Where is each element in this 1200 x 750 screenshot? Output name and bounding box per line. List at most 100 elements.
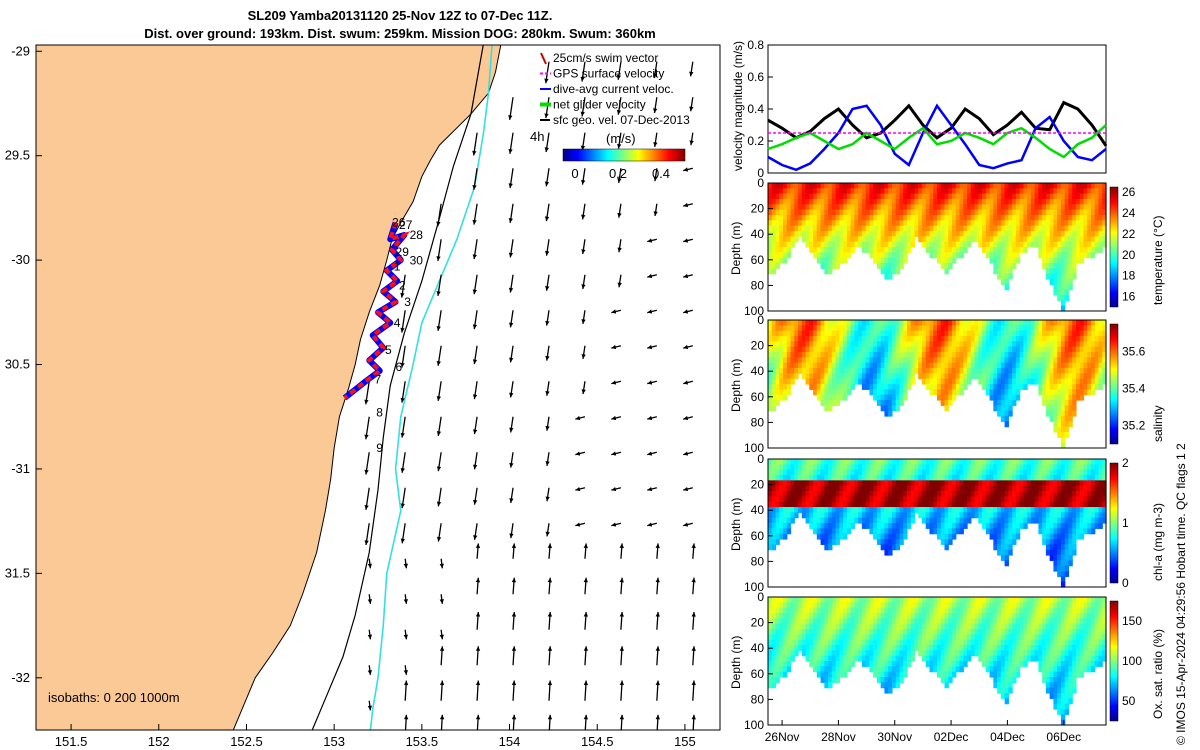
heatmap-cell bbox=[899, 496, 904, 503]
heatmap-cell bbox=[839, 639, 844, 646]
heatmap-cell bbox=[1008, 215, 1013, 221]
heatmap-cell bbox=[1012, 539, 1017, 545]
heatmap-cell bbox=[801, 193, 807, 200]
heatmap-cell bbox=[1015, 523, 1021, 529]
heatmap-cell bbox=[779, 236, 784, 243]
heatmap-cell bbox=[940, 257, 946, 264]
heatmap-cell bbox=[824, 496, 829, 503]
heatmap-cell bbox=[1060, 523, 1066, 529]
vector-arrow-head bbox=[400, 327, 405, 333]
heatmap-cell bbox=[1057, 475, 1062, 481]
heatmap-cell bbox=[888, 373, 893, 380]
heatmap-cell bbox=[824, 204, 829, 211]
heatmap-cell bbox=[1079, 528, 1085, 535]
heatmap-cell bbox=[1049, 346, 1055, 353]
heatmap-cell bbox=[798, 341, 803, 348]
heatmap-cell bbox=[1034, 341, 1039, 348]
heatmap-cell bbox=[997, 209, 1002, 216]
heatmap-cell bbox=[775, 507, 780, 513]
heatmap-cell bbox=[1090, 373, 1096, 380]
heatmap-cell bbox=[831, 602, 837, 609]
heatmap-cell bbox=[1019, 475, 1024, 481]
heatmap-cell bbox=[843, 220, 848, 227]
vector-arrow-head bbox=[511, 646, 517, 651]
heatmap-cell bbox=[1072, 220, 1077, 227]
heatmap-cell bbox=[828, 193, 833, 200]
heatmap-cell bbox=[899, 241, 904, 248]
heatmap-cell bbox=[891, 597, 897, 603]
heatmap-cell bbox=[1087, 517, 1092, 524]
heatmap-cell bbox=[801, 188, 807, 195]
vector-arrow-head bbox=[691, 714, 696, 720]
heatmap-cell bbox=[910, 341, 916, 348]
heatmap-cell bbox=[1045, 188, 1051, 195]
heatmap-cell bbox=[1019, 459, 1024, 465]
heatmap-cell bbox=[786, 215, 792, 221]
day-label: 9 bbox=[376, 441, 383, 455]
heatmap-cell bbox=[929, 362, 934, 369]
heatmap-cell bbox=[1045, 247, 1051, 253]
heatmap-cell bbox=[865, 241, 870, 248]
heatmap-cell bbox=[779, 394, 784, 401]
heatmap-cell bbox=[955, 373, 961, 380]
heatmap-cell bbox=[1098, 496, 1103, 503]
heatmap-cell bbox=[783, 252, 788, 259]
heatmap-cell bbox=[1004, 533, 1009, 540]
heatmap-cell bbox=[843, 512, 848, 519]
heatmap-cell bbox=[982, 496, 987, 503]
heatmap-cell bbox=[952, 517, 957, 524]
heatmap-cell bbox=[1015, 378, 1021, 385]
heatmap-cell bbox=[1027, 459, 1032, 465]
heatmap-cell bbox=[828, 336, 833, 342]
heatmap-cell bbox=[861, 204, 867, 211]
heatmap-cell bbox=[1042, 225, 1047, 232]
heatmap-cell bbox=[861, 320, 867, 326]
heatmap-cell bbox=[1053, 539, 1058, 545]
heatmap-cell bbox=[1019, 501, 1024, 508]
heatmap-cell bbox=[1045, 501, 1051, 508]
heatmap-cell bbox=[1019, 188, 1024, 195]
heatmap-cell bbox=[921, 336, 927, 342]
heatmap-cell bbox=[790, 634, 795, 641]
heatmap-cell bbox=[1064, 325, 1070, 332]
heatmap-cell bbox=[824, 671, 829, 678]
heatmap-cell bbox=[1019, 517, 1024, 524]
heatmap-cell bbox=[925, 357, 931, 364]
heatmap-cell bbox=[820, 491, 825, 497]
heatmap-cell bbox=[1008, 400, 1013, 406]
heatmap-cell bbox=[835, 373, 840, 380]
heatmap-cell bbox=[820, 459, 825, 465]
heatmap-cell bbox=[794, 204, 799, 211]
heatmap-cell bbox=[783, 215, 788, 221]
heatmap-cell bbox=[910, 491, 916, 497]
heatmap-cell bbox=[1057, 533, 1062, 540]
depth-label: Depth (m) bbox=[729, 222, 743, 275]
heatmap-cell bbox=[944, 464, 949, 471]
heatmap-cell bbox=[843, 231, 848, 237]
heatmap-cell bbox=[771, 623, 777, 630]
heatmap-cell bbox=[839, 661, 844, 667]
heatmap-cell bbox=[918, 352, 923, 358]
heatmap-cell bbox=[820, 645, 825, 651]
heatmap-cell bbox=[869, 352, 874, 358]
heatmap-cell bbox=[1083, 475, 1088, 481]
heatmap-cell bbox=[846, 357, 852, 364]
heatmap-cell bbox=[771, 650, 777, 657]
heatmap-cell bbox=[1057, 368, 1062, 374]
heatmap-cell bbox=[1019, 183, 1024, 189]
heatmap-cell bbox=[1049, 507, 1055, 513]
heatmap-cell bbox=[1057, 565, 1062, 572]
heatmap-cell bbox=[888, 645, 893, 651]
heatmap-cell bbox=[854, 629, 859, 635]
heatmap-cell bbox=[846, 325, 852, 332]
heatmap-cell bbox=[1000, 204, 1006, 211]
map-y-tick-label: 30.5 bbox=[5, 357, 30, 372]
heatmap-cell bbox=[963, 496, 968, 503]
heatmap-cell bbox=[771, 378, 777, 385]
heatmap-cell bbox=[989, 231, 994, 237]
heatmap-cell bbox=[1072, 368, 1077, 374]
heatmap-cell bbox=[854, 346, 859, 353]
heatmap-cell bbox=[933, 325, 938, 332]
heatmap-cell bbox=[978, 225, 983, 232]
heatmap-cell bbox=[1068, 496, 1073, 503]
